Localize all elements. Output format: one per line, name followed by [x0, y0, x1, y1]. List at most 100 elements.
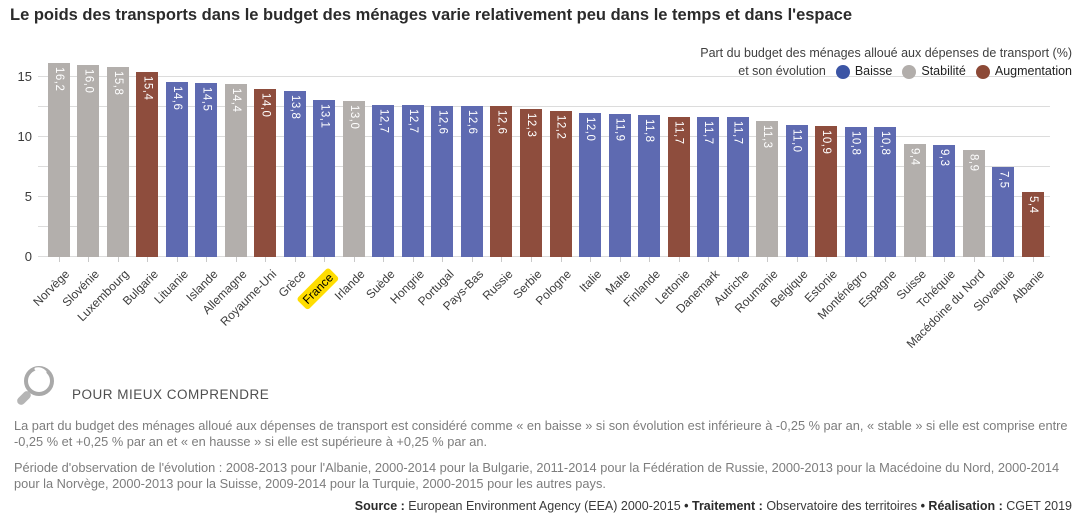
bar-column: 11,9 Malte: [603, 59, 633, 298]
y-axis-tick-label: 0: [24, 249, 32, 264]
bar: 13,8: [283, 91, 306, 257]
bar-column: 9,3 Tchéquie: [914, 59, 958, 311]
bar-value-label: 12,3: [525, 113, 537, 138]
bar-column: 12,6 Portugal: [415, 59, 456, 309]
bar: 16,2: [47, 62, 70, 257]
x-axis-tick: [294, 257, 296, 262]
x-axis-tick: [117, 257, 119, 262]
y-axis: 0 5 10 15: [0, 59, 32, 264]
x-axis-tick: [914, 257, 916, 262]
bar-value-label: 15,4: [141, 76, 154, 101]
bar-column: 15,8 Luxembourg: [75, 59, 132, 324]
notes-heading: POUR MIEUX COMPRENDRE: [72, 387, 270, 402]
bar-column: 12,7 Hongrie: [387, 59, 427, 307]
bar-column: 14,4 Allemagne: [200, 59, 250, 317]
source-part-label: Source :: [354, 499, 409, 513]
x-axis-tick: [147, 257, 149, 262]
bar-column: 12,7 Suède: [363, 59, 397, 301]
bar-value-label: 12,6: [495, 109, 508, 135]
x-axis-tick: [590, 257, 592, 262]
bar: 10,8: [844, 127, 867, 257]
gridline: [38, 166, 1050, 167]
bar-column: 12,0 Italie: [576, 59, 604, 295]
bar-column: 9,4 Suisse: [893, 59, 929, 302]
source-separator: •: [680, 499, 692, 513]
plot-area: 16,2 Norvège 16,0 Slovénie 15,8 Luxembourg 15,…: [31, 59, 1050, 351]
legend-caption-line2: et son évolution: [738, 64, 826, 78]
bar: 10,9: [815, 126, 838, 257]
bar: 11,9: [608, 114, 631, 257]
bar: 15,4: [136, 72, 159, 257]
legend-item-label: Baisse: [854, 64, 893, 78]
x-axis-tick: [619, 257, 621, 262]
bar-value-label: 14,6: [170, 85, 183, 111]
gridline: [38, 76, 1050, 77]
x-axis-label: Irlande: [331, 267, 368, 303]
bar-column: 16,0 Slovénie: [60, 59, 102, 309]
legend-item-label: Stabilité: [921, 64, 966, 78]
bar: 12,6: [460, 105, 483, 257]
bar-value-label: 11,3: [761, 125, 774, 149]
bar-column: 14,5 Islande: [183, 59, 220, 304]
bar: 13,0: [342, 101, 365, 257]
magnifier-icon: [12, 362, 60, 415]
x-axis-tick: [265, 257, 267, 262]
bar-value-label: 16,2: [52, 66, 65, 91]
legend-color-dot: [902, 64, 917, 79]
legend-item: Augmentation: [975, 63, 1072, 80]
bar: 14,5: [195, 83, 218, 257]
x-axis-tick: [501, 257, 503, 262]
legend-color-dot: [975, 64, 990, 79]
bar-column: 14,6 Lituanie: [151, 59, 191, 307]
legend-item: Stabilité: [902, 63, 966, 80]
bar: 9,4: [903, 144, 926, 257]
bar: 10,8: [874, 127, 897, 257]
x-axis-tick: [412, 257, 414, 262]
bar-value-label: 11,7: [702, 120, 715, 145]
bar: 15,8: [106, 67, 129, 257]
bar-value-label: 10,8: [879, 131, 892, 156]
observation-period-note: Période d'observation de l'évolution : 2…: [14, 460, 1060, 492]
bar-value-label: 12,0: [584, 117, 597, 142]
bar: 11,7: [726, 116, 749, 257]
x-axis-tick: [471, 257, 473, 262]
x-axis-tick: [353, 257, 355, 262]
x-axis-label: Russie: [479, 267, 516, 303]
bar: 11,3: [756, 121, 779, 257]
bar: 5,4: [1021, 192, 1044, 257]
bar-column: 12,6 Pays-Bas: [440, 59, 486, 313]
x-axis-tick: [560, 257, 562, 262]
bar-value-label: 12,6: [465, 109, 478, 135]
source-part-label: Traitement :: [692, 499, 767, 513]
bar-column: 12,3 Serbie: [510, 59, 545, 301]
bar: 12,3: [520, 109, 542, 257]
legend-caption-line1: Part du budget des ménages alloué aux dé…: [700, 46, 1072, 60]
x-axis-tick: [678, 257, 680, 262]
bar-value-label: 12,6: [436, 109, 449, 135]
source-separator: •: [917, 499, 929, 513]
bar-column: 13,0 Irlande: [332, 59, 368, 303]
x-axis-tick: [708, 257, 710, 262]
bar: 14,4: [224, 84, 247, 257]
bar-column: 10,9 Estonie: [802, 59, 840, 305]
bar-value-label: 5,4: [1026, 196, 1039, 214]
bar-column: 8,9 Macédoine du Nord: [904, 59, 988, 351]
x-axis-tick: [206, 257, 208, 262]
bar-value-label: 9,4: [908, 148, 921, 166]
gridline: [38, 226, 1050, 227]
bar-column: 11,7 Autriche: [710, 59, 752, 308]
x-axis-tick: [737, 257, 739, 262]
bar-value-label: 9,3: [938, 149, 951, 167]
source-line: Source : European Environment Agency (EE…: [355, 499, 1072, 513]
x-axis-tick: [531, 257, 532, 262]
bar-column: 16,2 Norvège: [31, 59, 73, 309]
bar-value-label: 11,7: [672, 120, 685, 145]
bar-value-label: 12,2: [554, 114, 567, 139]
bar-column: 13,1 France: [296, 59, 340, 311]
bar-column: 10,8 Monténégro: [814, 59, 870, 322]
x-axis-tick: [442, 257, 444, 262]
bar: 12,7: [372, 104, 395, 257]
x-axis-tick: [235, 257, 237, 262]
bar: 7,5: [992, 167, 1015, 257]
